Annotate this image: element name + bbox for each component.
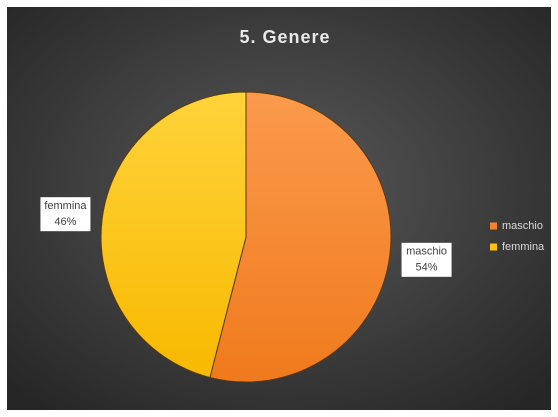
data-labels: maschio 54% femmina 46% [40,197,452,277]
data-label-value: 46% [54,216,76,228]
legend-swatch [490,243,497,251]
pie [100,91,392,383]
data-label-box [40,197,91,232]
legend-label: maschio [502,220,543,232]
pie-slice [209,91,392,383]
data-label-box [401,242,452,277]
pie-slice [100,91,247,379]
legend-label: femmina [502,241,545,253]
legend-swatch [490,222,497,230]
data-label-category: maschio [406,246,447,258]
chart-title: 5. Genere [239,27,330,47]
data-label-value: 54% [416,262,438,274]
data-label-category: femmina [44,200,87,212]
legend: maschio femmina [490,220,545,253]
